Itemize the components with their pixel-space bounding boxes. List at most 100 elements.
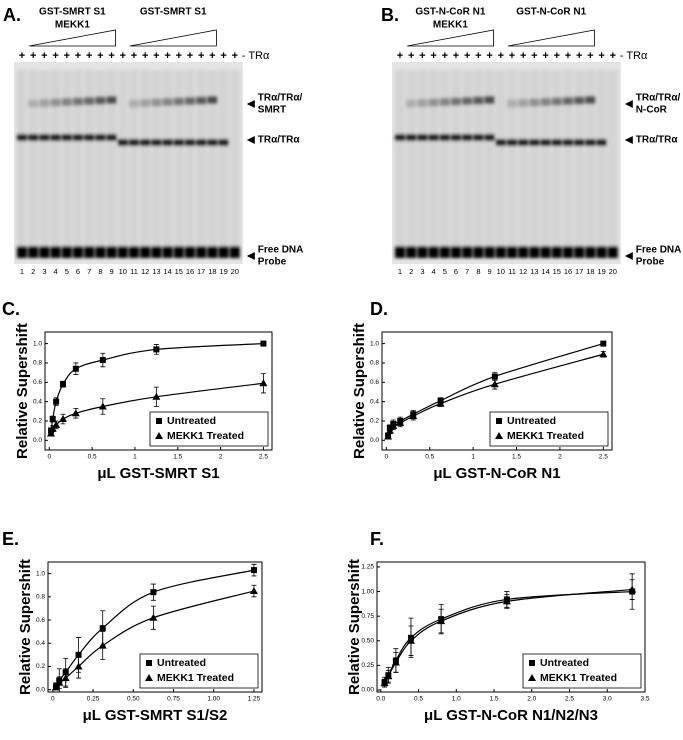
supershift-band [574, 96, 585, 105]
lane-sign: + [486, 50, 492, 62]
lane-sign: + [153, 50, 159, 62]
data-point [628, 585, 637, 593]
supershift-band [196, 96, 207, 105]
legend-box [522, 653, 642, 689]
lane-number: 6 [76, 267, 80, 276]
data-point [49, 416, 56, 423]
legend-marker [145, 674, 153, 681]
lane-number: 19 [597, 267, 605, 276]
lane-smear [473, 70, 484, 250]
data-point [74, 662, 83, 670]
free-probe-band [439, 246, 450, 258]
tr-dimer-band [140, 139, 151, 146]
lane-sign: + [453, 50, 459, 62]
lane-smear [507, 70, 517, 250]
tr-dimer-band [540, 139, 551, 146]
tr-dimer-band [73, 134, 83, 141]
tr-dimer-band [551, 139, 562, 146]
lane-number: 19 [219, 267, 227, 276]
y-tick-label: 0.0 [36, 686, 45, 693]
lane-smear [151, 70, 162, 250]
supershift-band [173, 97, 184, 106]
panel-label: E. [2, 529, 19, 549]
concentration-wedge [29, 29, 116, 47]
lane-sign: + [610, 50, 616, 62]
lane-smear [484, 70, 495, 250]
lane-number: 7 [465, 267, 469, 276]
y-tick-label: 1.0 [370, 340, 379, 347]
data-point [52, 420, 61, 428]
free-probe-band [95, 246, 106, 258]
lane-number: 1 [398, 267, 402, 276]
tr-dimer-band [162, 139, 173, 146]
legend: Untreated MEKK1 Treated [522, 653, 642, 689]
y-axis-label: Relative Supershift [17, 559, 34, 695]
data-point [396, 418, 405, 426]
lane-sign: + [198, 50, 204, 62]
y-tick-label: 0.75 [361, 613, 374, 620]
data-point [149, 613, 158, 621]
concentration-wedge [507, 29, 595, 47]
band-label: Free DNA [258, 245, 304, 256]
free-probe-band [495, 246, 506, 258]
legend-label: Untreated [507, 415, 556, 427]
free-probe-band [451, 246, 461, 258]
x-tick-label: 1.5 [489, 696, 498, 703]
free-probe-band [106, 246, 117, 258]
free-probe-band [406, 246, 417, 258]
data-point [437, 617, 446, 625]
supershift-band [50, 98, 61, 107]
tr-dimer-band [117, 139, 128, 146]
tr-dimer-band [84, 134, 95, 141]
legend-box [139, 653, 259, 689]
lane-number: 6 [454, 267, 458, 276]
data-point [384, 432, 393, 440]
lane-sign: + [598, 50, 604, 62]
data-point [150, 589, 157, 596]
data-point [249, 587, 258, 595]
lane-number: 14 [163, 267, 171, 276]
supershift-band [417, 99, 428, 107]
data-point [46, 429, 55, 437]
lane-sign: + [64, 50, 70, 62]
lane-smear [495, 70, 506, 250]
legend-marker [496, 418, 502, 424]
data-point [491, 373, 498, 380]
free-probe-band [473, 246, 484, 258]
supershift-band [106, 96, 117, 104]
supershift-band [439, 98, 450, 106]
lane-smear [196, 70, 207, 250]
supershift-band [39, 99, 50, 107]
y-tick-label: 0.4 [33, 398, 42, 405]
data-point [61, 674, 70, 682]
x-tick-label: 2.5 [259, 454, 268, 461]
tr-dimer-band [61, 134, 72, 141]
lane-sign: + [464, 50, 470, 62]
free-probe-band [61, 246, 72, 258]
gel-bands [395, 70, 618, 258]
free-probe-band [140, 246, 151, 258]
group-label: GST-N-CoR N1 [516, 7, 586, 18]
chart: D. 0.0 0.2 0.4 0.6 0.8 1.0 0 0.5 1 1.5 2 2.5 Relative… [351, 299, 613, 482]
lane-sign: + [176, 50, 182, 62]
lane-smear [428, 70, 439, 250]
plot-frame [381, 331, 613, 451]
free-probe-band [607, 246, 618, 258]
plot-frame [44, 331, 273, 451]
group-label: GST-SMRT S1 [39, 7, 106, 18]
x-tick-label: 2.0 [527, 696, 536, 703]
lane-smear [84, 70, 95, 250]
y-tick-label: 0.6 [33, 379, 42, 386]
lane-number: 15 [175, 267, 183, 276]
y-tick-label: 0.0 [33, 437, 42, 444]
lane-sign: + [542, 50, 548, 62]
lane-number: 20 [231, 267, 239, 276]
y-tick-label: 0.4 [36, 640, 45, 647]
x-tick-label: 1 [471, 454, 475, 461]
data-point [250, 567, 257, 574]
free-probe-band [218, 246, 229, 258]
supershift-band [73, 97, 83, 106]
free-probe-band [28, 246, 39, 258]
supershift-band [451, 97, 461, 106]
lane-smear [529, 70, 540, 250]
